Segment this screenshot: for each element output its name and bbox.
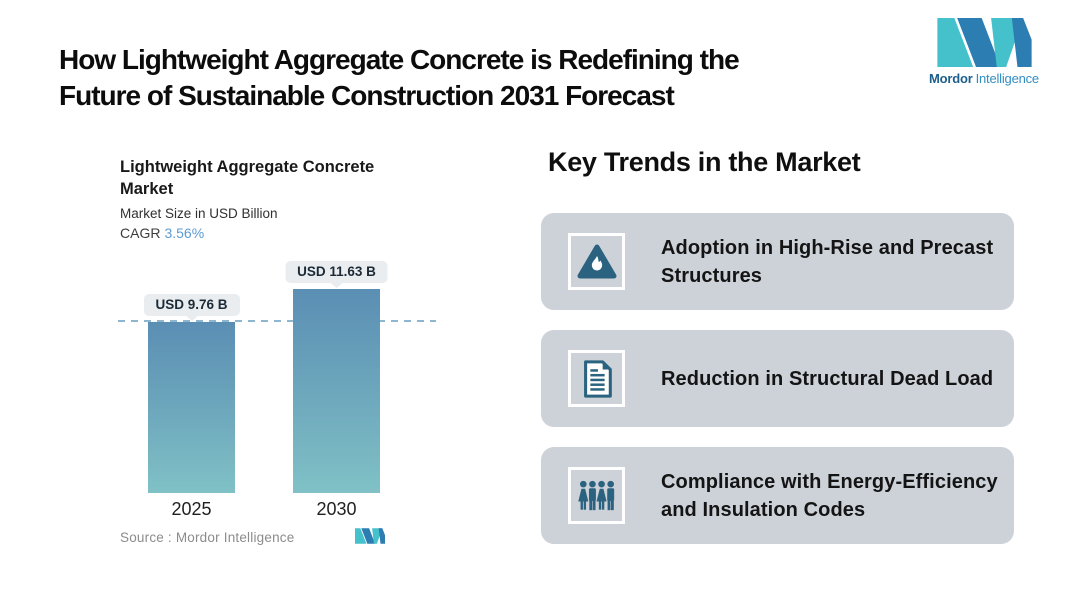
page-title-line2: Future of Sustainable Construction 2031 … [59, 80, 675, 111]
trend-card-high-rise: Adoption in High-Rise and Precast Struct… [541, 213, 1014, 310]
cagr-value: 3.56% [164, 225, 205, 241]
bar-value-text: USD 11.63 B [297, 264, 376, 279]
chart-header: Lightweight Aggregate Concrete Market Ma… [120, 156, 385, 241]
bar-value-text: USD 9.76 B [155, 297, 228, 312]
mi-logo-icon [936, 18, 1032, 67]
trends-heading: Key Trends in the Market [548, 147, 861, 177]
document-icon [583, 359, 612, 398]
trend-label: Adoption in High-Rise and Precast Struct… [661, 236, 994, 287]
flame-triangle-icon [577, 244, 616, 279]
mi-mini-logo-icon [355, 528, 385, 544]
trend-icon-box [568, 467, 625, 524]
bar-2030 [293, 289, 380, 493]
chart-source: Source : Mordor Intelligence [120, 530, 295, 545]
trend-icon-box [568, 233, 625, 290]
bar-2025 [148, 322, 235, 493]
trend-card-energy-codes: Compliance with Energy-Efficiency and In… [541, 447, 1014, 544]
brand-name: Mordor Intelligence [928, 71, 1040, 86]
reference-dashed-line [118, 320, 436, 322]
cagr-label: CAGR [120, 225, 161, 241]
trend-icon-box [568, 350, 625, 407]
people-group-icon [577, 480, 614, 510]
brand-name-regular: Intelligence [975, 71, 1040, 86]
bar-value-bubble-2030: USD 11.63 B [285, 261, 388, 288]
page-title-line1: How Lightweight Aggregate Concrete is Re… [59, 44, 740, 75]
page-title: How Lightweight Aggregate Concrete is Re… [59, 42, 740, 114]
trend-label: Compliance with Energy-Efficiency and In… [661, 470, 998, 521]
trend-label: Reduction in Structural Dead Load [661, 367, 994, 390]
trend-card-dead-load: Reduction in Structural Dead Load [541, 330, 1014, 427]
mordor-intelligence-logo: Mordor Intelligence [928, 18, 1040, 86]
chart-title: Lightweight Aggregate Concrete Market [120, 158, 375, 198]
chart-cagr: CAGR 3.56% [120, 225, 385, 241]
x-axis-label-2025: 2025 [171, 499, 212, 519]
x-axis-label-2030: 2030 [316, 499, 357, 519]
brand-name-bold: Mordor [929, 71, 973, 86]
chart-subtitle: Market Size in USD Billion [120, 206, 278, 221]
bar-value-bubble-2025: USD 9.76 B [143, 294, 240, 321]
